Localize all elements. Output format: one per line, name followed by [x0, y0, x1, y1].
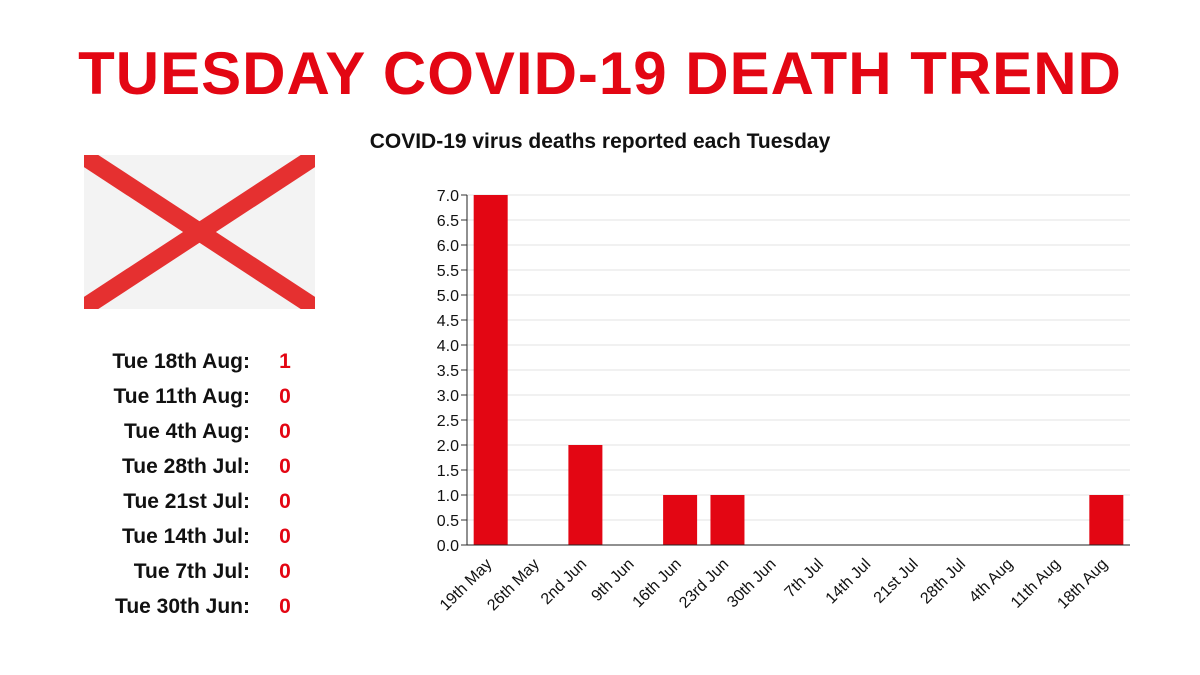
- list-item-label: Tue 18th Aug:: [112, 349, 250, 373]
- x-tick-label: 21st Jul: [871, 556, 922, 607]
- list-item: Tue 28th Jul: 0: [60, 449, 320, 484]
- y-tick-label: 5.0: [437, 288, 459, 305]
- saltire-flag-icon: [84, 155, 315, 309]
- list-item-label: Tue 4th Aug:: [124, 419, 250, 443]
- y-tick-label: 1.0: [437, 488, 459, 505]
- page-title: TUESDAY COVID-19 DEATH TREND: [78, 40, 1122, 107]
- y-tick-label: 6.0: [437, 238, 459, 255]
- list-item: Tue 18th Aug: 1: [60, 344, 320, 379]
- bar: [1089, 495, 1124, 545]
- x-tick-label: 2nd Jun: [538, 556, 590, 608]
- list-item-label: Tue 14th Jul:: [122, 524, 250, 548]
- list-item: Tue 14th Jul: 0: [60, 519, 320, 554]
- y-tick-label: 3.0: [437, 388, 459, 405]
- x-tick-label: 23rd Jun: [676, 556, 732, 612]
- list-item-value: 0: [279, 419, 291, 443]
- bar: [473, 195, 508, 545]
- x-tick-label: 14th Jul: [823, 556, 875, 608]
- y-tick-label: 1.5: [437, 463, 459, 480]
- x-tick-label: 11th Aug: [1008, 556, 1064, 612]
- list-item-label: Tue 11th Aug:: [113, 384, 251, 408]
- list-item-value: 0: [279, 524, 291, 548]
- x-tick-label: 28th Jul: [917, 556, 969, 608]
- y-tick-label: 4.0: [437, 338, 459, 355]
- y-tick-label: 2.0: [437, 438, 459, 455]
- y-tick-label: 2.5: [437, 413, 459, 430]
- chart-subtitle: COVID-19 virus deaths reported each Tues…: [369, 130, 831, 153]
- x-tick-label: 26th May: [484, 556, 543, 615]
- y-tick-label: 0.5: [437, 513, 459, 530]
- list-item: Tue 21st Jul: 0: [60, 484, 320, 519]
- x-tick-label: 7th Jul: [782, 556, 827, 601]
- bar: [710, 495, 745, 545]
- bar: [663, 495, 698, 545]
- list-item-label: Tue 7th Jul:: [133, 559, 250, 583]
- y-tick-label: 3.5: [437, 363, 459, 380]
- list-item-label: Tue 28th Jul:: [122, 454, 250, 478]
- list-item-value: 0: [279, 594, 291, 618]
- list-item-value: 0: [279, 384, 291, 408]
- y-tick-label: 7.0: [437, 188, 459, 205]
- list-item-value: 0: [279, 489, 291, 513]
- bar: [568, 445, 603, 545]
- list-item-value: 1: [279, 349, 291, 373]
- x-tick-label: 16th Jun: [630, 556, 685, 611]
- y-tick-label: 5.5: [437, 263, 459, 280]
- list-item-value: 0: [279, 559, 291, 583]
- x-tick-label: 30th Jun: [724, 556, 779, 611]
- list-item-label: Tue 30th Jun:: [115, 594, 250, 618]
- x-tick-label: 18th Aug: [1054, 556, 1111, 613]
- list-item: Tue 7th Jul: 0: [60, 554, 320, 589]
- daily-deaths-list: Tue 18th Aug: 1 Tue 11th Aug: 0 Tue 4th …: [60, 344, 320, 624]
- y-tick-label: 0.0: [437, 538, 459, 555]
- y-tick-label: 4.5: [437, 313, 459, 330]
- y-tick-label: 6.5: [437, 213, 459, 230]
- bar-chart: 0.0 0.5 1.0 1.5 2.0 2.5 3.0 3.5 4.0 4.5 5.0 5.5 6.0 6…: [437, 188, 1130, 615]
- list-item-value: 0: [279, 454, 291, 478]
- list-item: Tue 11th Aug: 0: [60, 379, 320, 414]
- list-item-label: Tue 21st Jul:: [123, 489, 250, 513]
- list-item: Tue 30th Jun: 0: [60, 589, 320, 624]
- list-item: Tue 4th Aug: 0: [60, 414, 320, 449]
